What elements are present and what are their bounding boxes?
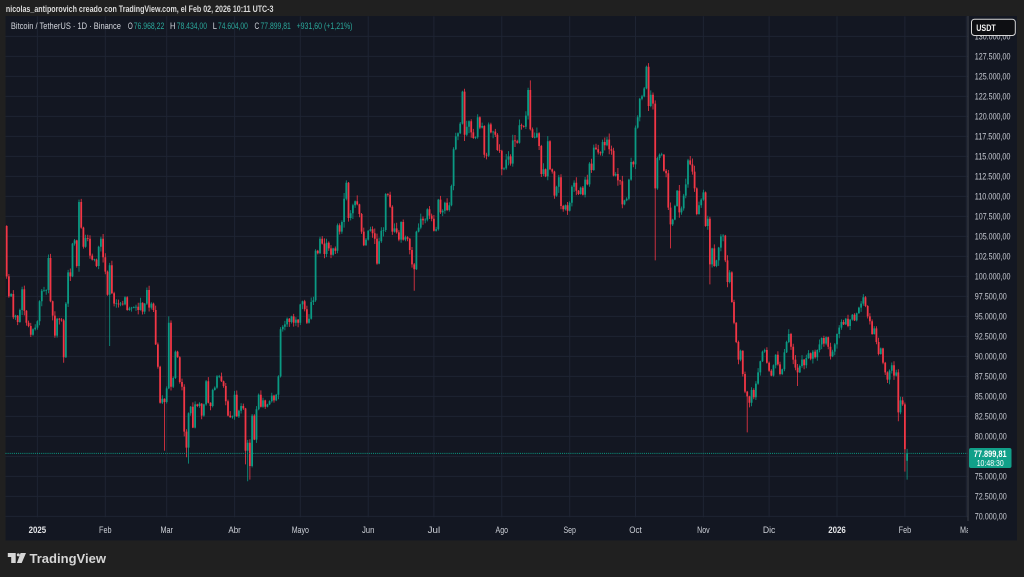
svg-text:Abr: Abr — [228, 525, 241, 535]
svg-text:70.000,00: 70.000,00 — [975, 512, 1007, 522]
svg-text:Feb: Feb — [899, 525, 912, 535]
svg-text:10:48:30: 10:48:30 — [977, 459, 1004, 468]
svg-text:TradingView: TradingView — [30, 551, 107, 566]
svg-text:Mar: Mar — [960, 525, 973, 535]
svg-text:Jun: Jun — [362, 525, 375, 535]
svg-text:120.000,00: 120.000,00 — [975, 112, 1011, 122]
svg-text:76.968,22: 76.968,22 — [134, 21, 165, 32]
svg-text:72.500,00: 72.500,00 — [975, 492, 1007, 502]
svg-text:127.500,00: 127.500,00 — [975, 52, 1011, 62]
svg-text:Mar: Mar — [160, 525, 173, 535]
svg-text:90.000,00: 90.000,00 — [975, 352, 1007, 362]
svg-text:H: H — [170, 21, 175, 32]
svg-text:Sep: Sep — [563, 525, 576, 535]
svg-text:Bitcoin / TetherUS · 1D · Bina: Bitcoin / TetherUS · 1D · Binance — [11, 21, 121, 32]
svg-text:USDT: USDT — [976, 23, 996, 34]
svg-text:77.899,81: 77.899,81 — [261, 21, 291, 32]
svg-text:L: L — [213, 21, 218, 32]
svg-text:+931,60 (+1,21%): +931,60 (+1,21%) — [297, 21, 353, 32]
svg-text:82.500,00: 82.500,00 — [975, 412, 1007, 422]
svg-text:115.000,00: 115.000,00 — [975, 152, 1011, 162]
svg-text:78.434,00: 78.434,00 — [177, 21, 207, 32]
svg-text:C: C — [255, 21, 260, 32]
svg-text:Jul: Jul — [428, 525, 441, 535]
svg-text:Mayo: Mayo — [292, 525, 309, 535]
svg-text:95.000,00: 95.000,00 — [975, 312, 1007, 322]
svg-text:Nov: Nov — [697, 525, 710, 535]
svg-text:112.500,00: 112.500,00 — [975, 172, 1011, 182]
svg-text:74.604,00: 74.604,00 — [218, 21, 248, 32]
svg-text:92.500,00: 92.500,00 — [975, 332, 1007, 342]
svg-text:105.000,00: 105.000,00 — [975, 232, 1011, 242]
svg-text:117.500,00: 117.500,00 — [975, 132, 1011, 142]
svg-text:Ago: Ago — [496, 525, 509, 535]
svg-text:75.000,00: 75.000,00 — [975, 472, 1007, 482]
svg-text:125.000,00: 125.000,00 — [975, 72, 1011, 82]
svg-text:Dic: Dic — [763, 525, 776, 535]
svg-text:Feb: Feb — [99, 525, 112, 535]
svg-text:122.500,00: 122.500,00 — [975, 92, 1011, 102]
svg-text:80.000,00: 80.000,00 — [975, 432, 1007, 442]
svg-text:2026: 2026 — [828, 525, 846, 535]
svg-text:87.500,00: 87.500,00 — [975, 372, 1007, 382]
svg-text:110.000,00: 110.000,00 — [975, 192, 1011, 202]
svg-text:O: O — [128, 21, 133, 32]
svg-text:85.000,00: 85.000,00 — [975, 392, 1007, 402]
svg-text:77.899,81: 77.899,81 — [974, 449, 1007, 459]
svg-text:130.000,00: 130.000,00 — [975, 32, 1011, 42]
svg-text:nicolas_antiporovich creado co: nicolas_antiporovich creado con TradingV… — [6, 3, 274, 14]
svg-text:2025: 2025 — [29, 525, 47, 535]
svg-text:Oct: Oct — [629, 525, 642, 535]
svg-text:100.000,00: 100.000,00 — [975, 272, 1011, 282]
svg-text:102.500,00: 102.500,00 — [975, 252, 1011, 262]
svg-text:97.500,00: 97.500,00 — [975, 292, 1007, 302]
svg-text:107.500,00: 107.500,00 — [975, 212, 1011, 222]
